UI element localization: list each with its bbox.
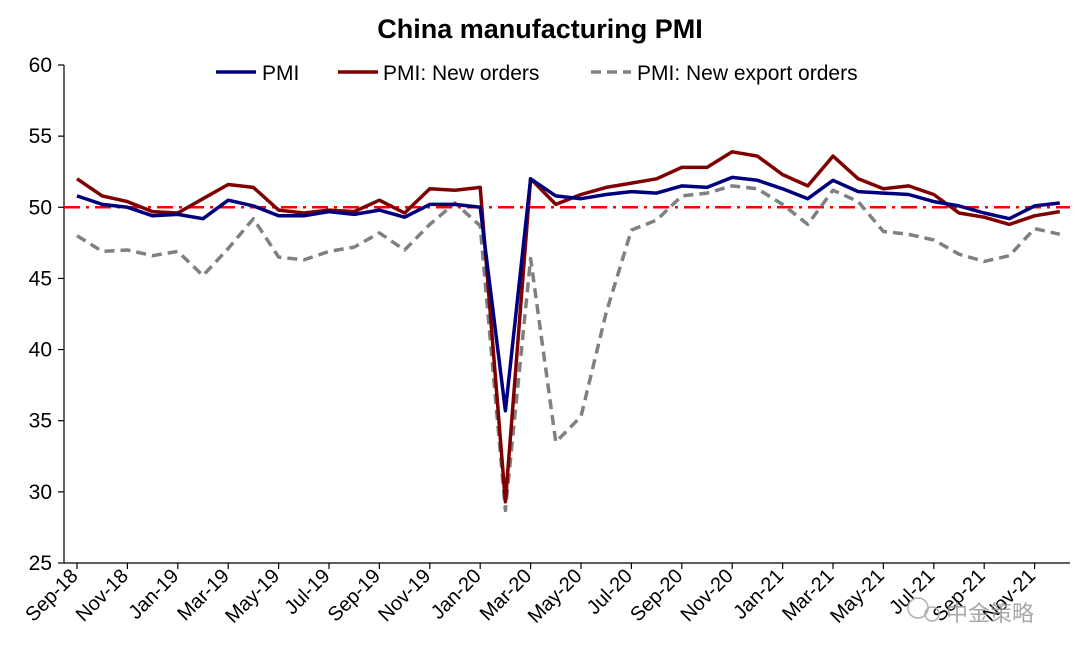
legend: PMI PMI: New orders PMI: New export orders (216, 62, 858, 85)
x-tick-label: Nov-20 (677, 565, 738, 626)
y-tick-label: 40 (29, 339, 52, 362)
y-tick-label: 25 (29, 552, 52, 575)
watermark-group: 中金策略 (907, 597, 1034, 626)
watermark-text: 中金策略 (946, 601, 1034, 626)
y-tick-label: 60 (29, 54, 52, 77)
axes: 2530354045505560Sep-18Nov-18Jan-19Mar-19… (21, 54, 1070, 628)
chart-title: China manufacturing PMI (377, 14, 703, 44)
y-tick-label: 45 (29, 267, 52, 290)
legend-label: PMI: New orders (383, 62, 539, 85)
y-tick-label: 50 (29, 196, 52, 219)
x-tick-label: Jan-21 (729, 565, 788, 624)
x-tick-label: Nov-19 (374, 565, 435, 626)
series-lines (76, 150, 1061, 513)
series-line-pmi (76, 175, 1061, 413)
series-line-pmi-new-export-orders (76, 184, 1061, 513)
x-tick-label: Jan-20 (427, 565, 486, 624)
x-tick-label: Sep-19 (324, 565, 385, 626)
x-tick-label: Nov-18 (72, 565, 133, 626)
y-tick-label: 55 (29, 125, 52, 148)
x-tick-label: Jan-19 (125, 565, 184, 624)
watermark-logo: 中金策略 (907, 597, 1034, 626)
x-tick-label: Sep-20 (626, 565, 687, 626)
legend-label: PMI (262, 62, 299, 85)
series-line-pmi-new-orders (76, 150, 1061, 504)
y-tick-label: 35 (29, 410, 52, 433)
y-tick-label: 30 (29, 481, 52, 504)
watermark-icon-small (924, 606, 940, 622)
x-tick-label: May-19 (221, 565, 284, 628)
x-tick-label: May-20 (524, 565, 587, 628)
x-tick-label: May-21 (826, 565, 889, 628)
legend-label: PMI: New export orders (637, 62, 858, 85)
